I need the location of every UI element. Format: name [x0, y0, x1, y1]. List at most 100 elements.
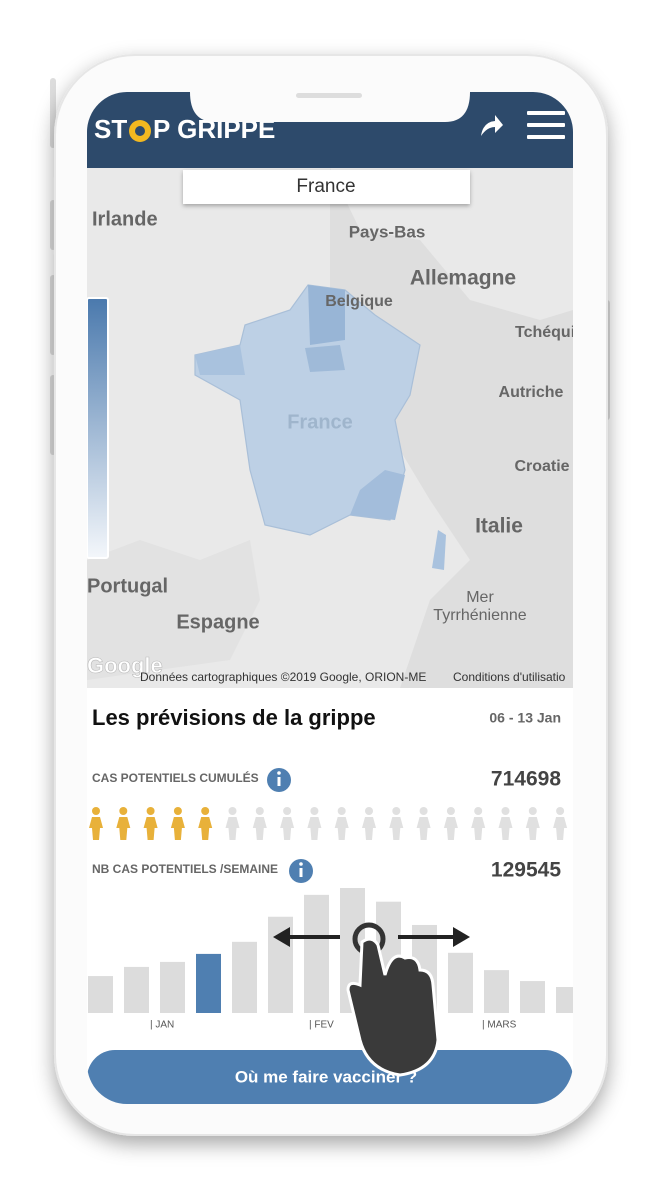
- person-head: [337, 807, 346, 815]
- region-selector[interactable]: [183, 170, 470, 204]
- person-icon: [416, 807, 431, 840]
- person-head: [283, 807, 292, 815]
- map-land: [330, 168, 573, 688]
- forecast-period: 06 - 13 Jan: [489, 710, 561, 726]
- bar: [520, 981, 545, 1013]
- vaccination-button-text[interactable]: Où me faire vacciner ?: [235, 1067, 417, 1086]
- person-body: [362, 817, 376, 840]
- map-label: Tchéqui: [515, 324, 575, 341]
- person-head: [255, 807, 264, 815]
- person-icon: [280, 807, 295, 840]
- map-label: Irlande: [92, 208, 158, 230]
- person-body: [280, 817, 295, 840]
- map-label: Portugal: [87, 575, 168, 597]
- bar: [304, 894, 329, 1013]
- cumulative-value: 714698: [491, 768, 561, 791]
- x-tick-label: | MARS: [482, 1020, 517, 1031]
- person-body: [334, 817, 349, 840]
- bar: [88, 976, 113, 1013]
- person-head: [528, 807, 537, 815]
- map-land: [87, 540, 260, 680]
- weekly-value: 129545: [491, 859, 561, 882]
- bar: [196, 953, 221, 1013]
- person-head: [392, 807, 401, 815]
- person-head: [365, 807, 373, 815]
- weekly-label: NB CAS POTENTIELS /SEMAINE: [92, 862, 278, 876]
- weekly-chart: | JAN | FEV | MARS: [88, 888, 573, 1031]
- person-head: [419, 807, 428, 815]
- map-label: Croatie: [514, 458, 569, 475]
- person-body: [225, 817, 240, 840]
- map-label: Italie: [475, 515, 523, 538]
- bar: [232, 941, 257, 1013]
- speaker: [296, 93, 362, 98]
- map-attribution: Données cartographiques ©2019 Google, OR…: [140, 670, 426, 684]
- cumulative-label: CAS POTENTIELS CUMULÉS: [92, 770, 259, 785]
- person-head: [146, 807, 155, 815]
- person-body: [471, 817, 486, 840]
- person-icon: [553, 807, 568, 840]
- map-label: Allemagne: [410, 267, 516, 290]
- bar: [448, 952, 473, 1013]
- map-region: [308, 285, 345, 345]
- bar: [160, 961, 185, 1013]
- person-icon: [498, 807, 513, 840]
- person-icon: [471, 807, 486, 840]
- person-body: [116, 817, 131, 840]
- info-icon[interactable]: [267, 768, 291, 792]
- map-label: France: [287, 411, 353, 433]
- map-region: [305, 345, 345, 372]
- person-head: [474, 807, 483, 815]
- person-icon: [389, 807, 404, 840]
- map-label: Belgique: [325, 293, 393, 310]
- person-body: [170, 817, 185, 840]
- map-label: Pays-Bas: [349, 222, 426, 241]
- person-head: [92, 807, 100, 815]
- person-icon: [143, 807, 158, 840]
- person-icon: [116, 807, 131, 840]
- person-icon: [252, 807, 267, 840]
- person-icon: [307, 807, 322, 840]
- person-icon: [198, 807, 213, 840]
- map-region: [195, 345, 245, 375]
- person-body: [553, 817, 568, 840]
- swipe-hint: [273, 922, 470, 1077]
- map-label: Espagne: [176, 611, 259, 633]
- menu-icon[interactable]: [527, 111, 565, 139]
- forecast-title: Les prévisions de la grippe: [92, 705, 376, 730]
- info-icon[interactable]: [289, 859, 313, 883]
- person-icon: [89, 807, 103, 840]
- map-legend: [87, 297, 109, 559]
- person-head: [310, 807, 319, 815]
- person-body: [89, 817, 103, 840]
- share-icon[interactable]: [481, 115, 503, 136]
- person-body: [307, 817, 322, 840]
- person-icon: [170, 807, 185, 840]
- notch: [190, 92, 470, 122]
- map-region: [350, 470, 405, 520]
- person-icon: [525, 807, 540, 840]
- person-head: [228, 807, 237, 815]
- people-row: [89, 807, 568, 840]
- person-head: [119, 807, 128, 815]
- person-body: [198, 817, 213, 840]
- bar: [484, 970, 509, 1013]
- person-body: [443, 817, 458, 840]
- person-body: [525, 817, 540, 840]
- person-head: [173, 807, 182, 815]
- person-icon: [334, 807, 349, 840]
- map-label: Autriche: [499, 384, 564, 401]
- map-label: Tyrrhénienne: [433, 607, 526, 624]
- person-body: [498, 817, 513, 840]
- logo-sun: [129, 120, 151, 142]
- person-head: [501, 807, 510, 815]
- bar: [124, 966, 149, 1013]
- person-icon: [225, 807, 240, 840]
- bar: [556, 986, 573, 1013]
- map-terms[interactable]: Conditions d'utilisatio: [453, 670, 566, 684]
- vaccination-button[interactable]: [87, 1050, 573, 1108]
- region-selector-text[interactable]: France: [296, 176, 355, 197]
- x-tick-label: | FEV: [309, 1020, 334, 1031]
- person-body: [252, 817, 267, 840]
